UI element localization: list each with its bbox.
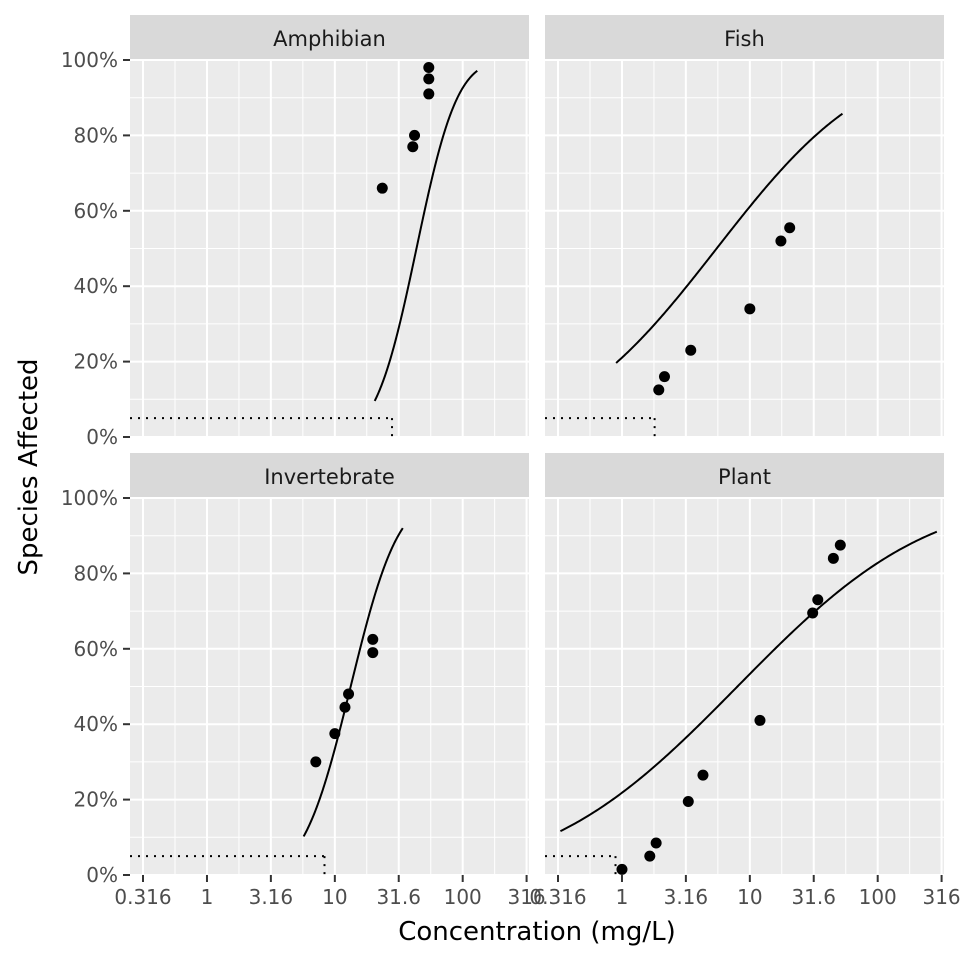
strip-label-fish: Fish bbox=[724, 27, 765, 51]
fitted-curve-fish bbox=[615, 112, 844, 364]
grid-fish bbox=[545, 59, 944, 438]
data-point-invertebrate-1 bbox=[310, 756, 322, 768]
data-point-fish-3 bbox=[685, 344, 697, 356]
y-tick-label: 60% bbox=[74, 637, 118, 661]
y-tick-label: 0% bbox=[86, 863, 118, 887]
y-tick-label: 100% bbox=[61, 486, 118, 510]
data-point-fish-4 bbox=[744, 303, 756, 315]
y-axis-title: Species Affected bbox=[14, 358, 44, 575]
data-point-plant-10 bbox=[834, 539, 846, 551]
data-point-amphibian-6 bbox=[423, 62, 435, 74]
fitted-curve-invertebrate bbox=[302, 527, 404, 837]
y-tick-label: 20% bbox=[74, 788, 118, 812]
strip-invertebrate bbox=[130, 453, 529, 498]
fitted-curve-plant bbox=[559, 530, 938, 833]
data-point-invertebrate-4 bbox=[343, 688, 355, 700]
strip-label-plant: Plant bbox=[718, 465, 771, 489]
strip-label-amphibian: Amphibian bbox=[273, 27, 386, 51]
strip-plant bbox=[545, 453, 944, 498]
x-axis-col-2: 0.316 1 3.16 10 31.6 100 316 bbox=[529, 875, 960, 909]
plot-area-invertebrate bbox=[130, 527, 404, 875]
plot-area-fish bbox=[545, 112, 844, 437]
x-tick-label: 0.316 bbox=[114, 885, 171, 909]
x-tick-label: 1 bbox=[616, 885, 629, 909]
plot-area-amphibian bbox=[130, 62, 478, 437]
data-point-amphibian-2 bbox=[407, 141, 419, 153]
x-tick-label: 31.6 bbox=[791, 885, 836, 909]
data-point-plant-3 bbox=[650, 837, 662, 849]
data-point-invertebrate-5 bbox=[367, 647, 379, 659]
data-point-plant-6 bbox=[754, 714, 766, 726]
data-point-plant-2 bbox=[644, 850, 656, 862]
y-tick-label: 80% bbox=[74, 123, 118, 147]
panel-fish: Fish bbox=[545, 15, 944, 438]
y-tick-label: 0% bbox=[86, 425, 118, 449]
panel-amphibian: Amphibian bbox=[130, 15, 529, 438]
facet-panels: Amphibian Fish Invertebrate Plant bbox=[130, 15, 944, 876]
x-tick-label: 100 bbox=[859, 885, 897, 909]
strip-fish bbox=[545, 15, 944, 60]
x-tick-label: 10 bbox=[737, 885, 762, 909]
data-point-amphibian-1 bbox=[376, 182, 388, 194]
data-point-amphibian-5 bbox=[423, 73, 435, 85]
data-point-invertebrate-6 bbox=[367, 633, 379, 645]
y-axis-row-1: 0% 20% 40% 60% 80% 100% bbox=[61, 48, 130, 449]
y-axis-row-2: 0% 20% 40% 60% 80% 100% bbox=[61, 486, 130, 887]
x-tick-label: 0.316 bbox=[529, 885, 586, 909]
plot-area-plant bbox=[545, 530, 938, 875]
x-tick-label: 10 bbox=[322, 885, 347, 909]
grid-amphibian bbox=[130, 59, 529, 438]
x-axis-title: Concentration (mg/L) bbox=[398, 917, 676, 947]
data-point-fish-6 bbox=[784, 222, 796, 234]
data-point-invertebrate-3 bbox=[339, 701, 351, 713]
x-tick-label: 3.16 bbox=[664, 885, 709, 909]
data-point-amphibian-4 bbox=[423, 88, 435, 100]
data-point-fish-1 bbox=[653, 384, 665, 396]
x-tick-label: 1 bbox=[201, 885, 214, 909]
x-axis-col-1: 0.316 1 3.16 10 31.6 100 316 bbox=[114, 875, 546, 909]
data-point-invertebrate-2 bbox=[329, 728, 341, 740]
data-point-plant-1 bbox=[616, 863, 628, 875]
data-point-plant-8 bbox=[812, 594, 824, 606]
y-tick-label: 60% bbox=[74, 199, 118, 223]
x-tick-label: 31.6 bbox=[376, 885, 421, 909]
strip-amphibian bbox=[130, 15, 529, 60]
y-tick-label: 20% bbox=[74, 350, 118, 374]
data-point-plant-7 bbox=[807, 607, 819, 619]
fitted-curve-amphibian bbox=[373, 69, 478, 402]
data-point-fish-5 bbox=[775, 235, 787, 247]
x-tick-label: 3.16 bbox=[249, 885, 294, 909]
panel-invertebrate: Invertebrate bbox=[130, 453, 529, 876]
y-tick-label: 80% bbox=[74, 561, 118, 585]
y-axes: 0% 20% 40% 60% 80% 100% 0% 20% 40% 60% 80% 100% bbox=[61, 48, 130, 887]
grid-plant bbox=[545, 497, 944, 876]
x-tick-label: 316 bbox=[507, 885, 545, 909]
panel-plant: Plant bbox=[545, 453, 944, 876]
x-tick-label: 100 bbox=[444, 885, 482, 909]
y-tick-label: 40% bbox=[74, 274, 118, 298]
data-point-plant-4 bbox=[682, 795, 694, 807]
y-tick-label: 100% bbox=[61, 48, 118, 72]
data-point-amphibian-3 bbox=[409, 129, 421, 141]
x-tick-label: 316 bbox=[922, 885, 960, 909]
data-point-plant-9 bbox=[827, 552, 839, 564]
strip-label-invertebrate: Invertebrate bbox=[264, 465, 395, 489]
y-tick-label: 40% bbox=[74, 712, 118, 736]
data-point-fish-2 bbox=[658, 371, 670, 383]
data-point-plant-5 bbox=[697, 769, 709, 781]
